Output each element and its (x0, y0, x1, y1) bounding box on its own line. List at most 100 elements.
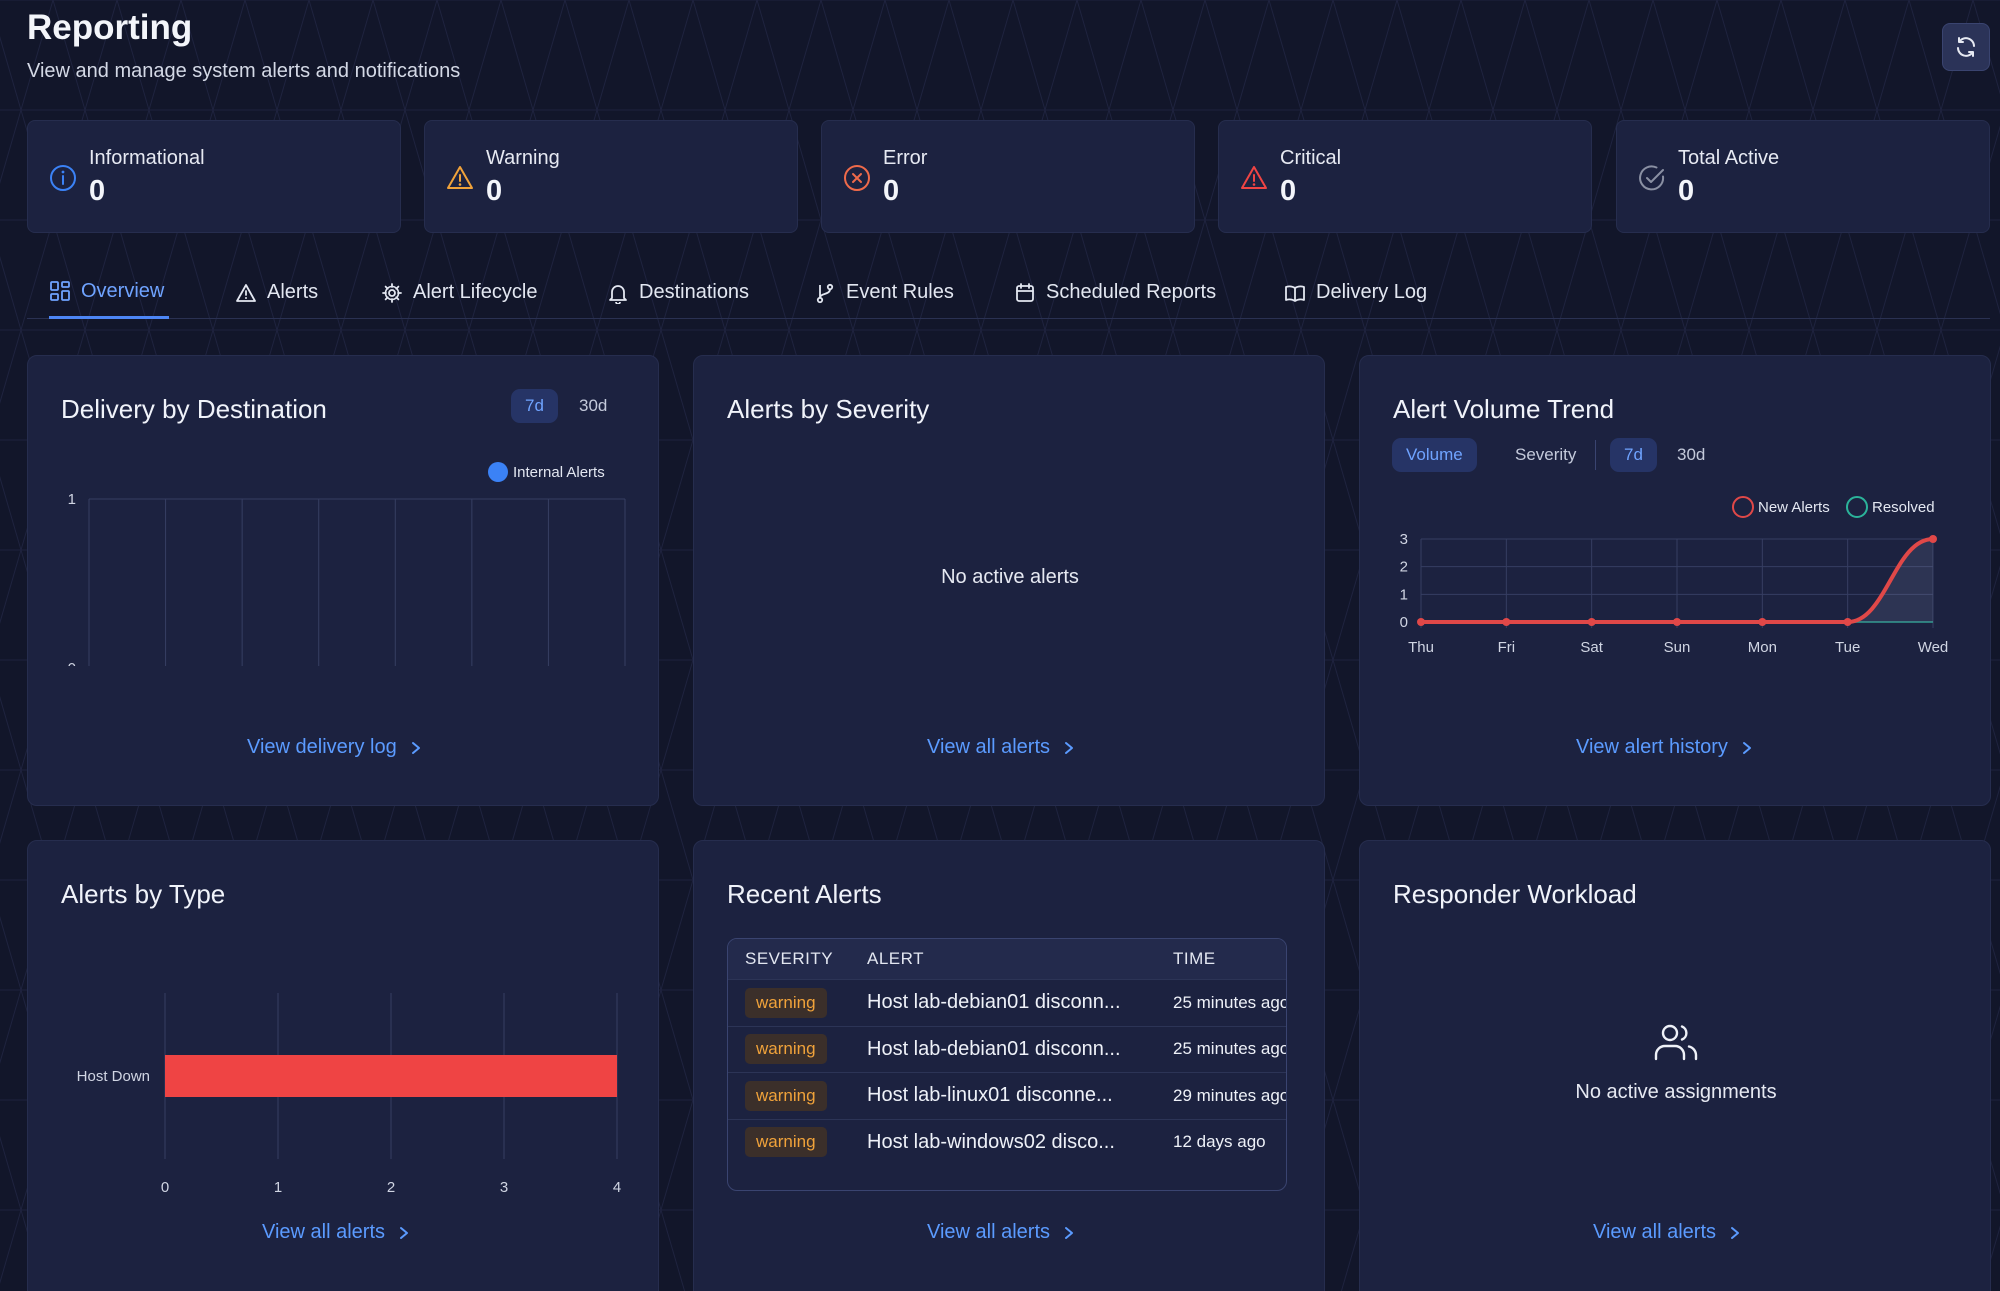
link-label: View delivery log (247, 736, 397, 758)
column-header-time: TIME (1173, 949, 1216, 968)
legend-swatch (1846, 496, 1868, 518)
mode-severity-button[interactable]: Severity (1515, 445, 1577, 464)
x-tick-label: 1 (274, 1179, 282, 1196)
card-title: Alerts by Type (61, 879, 226, 909)
alert-time: 25 minutes ago (1173, 992, 1286, 1012)
severity-badge: warning (745, 1080, 827, 1111)
view-all-alerts-link[interactable]: View all alerts (927, 1221, 1074, 1244)
stat-card-warning[interactable]: Warning 0 (424, 120, 798, 233)
chevron-right-icon (400, 1226, 409, 1239)
data-point (1843, 618, 1852, 626)
table-row[interactable]: warning Host lab-debian01 disconn... 25 … (728, 1025, 1286, 1073)
alert-time: 29 minutes ago (1173, 1085, 1286, 1105)
view-all-alerts-link[interactable]: View all alerts (262, 1221, 409, 1244)
tab-label: Event Rules (846, 281, 954, 303)
card-title: Recent Alerts (727, 879, 882, 909)
mode-volume-button[interactable]: Volume (1392, 438, 1477, 472)
link-label: View all alerts (262, 1221, 386, 1243)
view-delivery-log-link[interactable]: View delivery log (247, 736, 421, 759)
stat-card-informational[interactable]: Informational 0 (27, 120, 401, 233)
x-tick-label: 0 (161, 1179, 169, 1196)
link-label: View all alerts (927, 736, 1051, 758)
card-title: Responder Workload (1393, 879, 1637, 909)
tab-delivery-log[interactable]: Delivery Log (1284, 266, 1427, 319)
bell-icon (609, 284, 627, 304)
delivery-card: Delivery by Destination 7d 30d Internal … (27, 355, 659, 806)
stat-label: Error (883, 147, 928, 169)
divider (1595, 440, 1596, 470)
stat-value: 0 (1678, 175, 1695, 207)
card-title: Alerts by Severity (727, 394, 930, 424)
y-tick-label: 2 (1400, 559, 1408, 576)
workload-card: Responder Workload No active assignments… (1359, 840, 1991, 1291)
stat-label: Total Active (1678, 147, 1780, 169)
range-7d-button[interactable]: 7d (1610, 438, 1657, 472)
chevron-right-icon (1742, 741, 1751, 754)
chevron-right-icon (1065, 1226, 1074, 1239)
view-all-alerts-link[interactable]: View all alerts (927, 736, 1074, 759)
tab-destinations[interactable]: Destinations (607, 266, 749, 319)
dashboard-icon (50, 281, 70, 301)
card-title: Delivery by Destination (61, 394, 327, 424)
y-tick-label: 3 (1400, 531, 1408, 548)
x-tick-label: Wed (1918, 639, 1949, 656)
x-tick-label: Sat (1580, 639, 1603, 656)
tab-alert-lifecycle[interactable]: Alert Lifecycle (381, 266, 538, 319)
tab-label: Scheduled Reports (1046, 281, 1217, 303)
data-point (1758, 618, 1767, 626)
stat-value: 0 (486, 175, 503, 207)
calendar-icon (1016, 282, 1034, 302)
stat-card-critical[interactable]: Critical 0 (1218, 120, 1592, 233)
tab-event-rules[interactable]: Event Rules (814, 266, 954, 319)
stat-value: 0 (89, 175, 106, 207)
link-label: View all alerts (927, 1221, 1051, 1243)
tab-label: Delivery Log (1316, 281, 1428, 303)
x-tick-label: Thu (1408, 639, 1434, 656)
tab-scheduled-reports[interactable]: Scheduled Reports (1014, 266, 1216, 319)
tab-label: Overview (81, 279, 165, 302)
alert-name: Host lab-linux01 disconne... (867, 1084, 1113, 1107)
stat-card-error[interactable]: Error 0 (821, 120, 1195, 233)
tab-bar: Overview Alerts Alert Lifecycle Destinat… (27, 266, 1990, 319)
legend-swatch (488, 462, 508, 482)
table-row[interactable]: warning Host lab-windows02 disco... 12 d… (728, 1118, 1286, 1166)
stat-card-total-active[interactable]: Total Active 0 (1616, 120, 1990, 233)
empty-state-text: No active alerts (941, 566, 1079, 588)
tab-alerts[interactable]: Alerts (235, 266, 318, 319)
stat-value: 0 (883, 175, 900, 207)
view-all-alerts-link[interactable]: View all alerts (1593, 1221, 1740, 1244)
series-area-new-alerts (1421, 539, 1933, 622)
stat-label: Warning (486, 147, 560, 169)
alert-name: Host lab-debian01 disconn... (867, 1037, 1121, 1060)
x-tick-label: 4 (613, 1179, 621, 1196)
column-header-alert: ALERT (867, 949, 924, 968)
range-30d-button[interactable]: 30d (1677, 445, 1706, 464)
branch-icon (816, 283, 834, 303)
tab-label: Destinations (639, 281, 750, 303)
x-tick-label: Mon (1748, 639, 1777, 656)
legend-label: Internal Alerts (513, 464, 605, 481)
x-tick-label: 2 (387, 1179, 395, 1196)
legend-swatch (1732, 496, 1754, 518)
page-title: Reporting (27, 8, 193, 47)
range-30d-button[interactable]: 30d (579, 396, 608, 415)
table-row[interactable]: warning Host lab-linux01 disconne... 29 … (728, 1072, 1286, 1119)
tab-label: Alert Lifecycle (413, 281, 538, 303)
chevron-right-icon (1065, 741, 1074, 754)
x-tick-label: Fri (1498, 639, 1516, 656)
y-tick-label: 1 (68, 491, 76, 508)
tab-overview[interactable]: Overview (49, 266, 170, 319)
range-7d-button[interactable]: 7d (511, 389, 558, 423)
types-card: Alerts by Type 0 1 2 3 4 Host Down View all a… (27, 840, 659, 1291)
recent-alerts-card: Recent Alerts SEVERITY ALERT TIME warnin… (693, 840, 1325, 1291)
info-icon (50, 165, 76, 191)
view-alert-history-link[interactable]: View alert history (1576, 736, 1752, 759)
tab-label: Alerts (267, 281, 319, 303)
data-point (1673, 618, 1681, 626)
delivery-chart: Internal Alerts01ThuFriSatSunMonTueWed (68, 462, 626, 666)
chevron-right-icon (1731, 1226, 1740, 1239)
table-row[interactable]: warning Host lab-debian01 disconn... 25 … (728, 979, 1286, 1026)
alert-triangle-icon (236, 283, 256, 302)
y-tick-label: 0 (68, 660, 76, 666)
refresh-button[interactable] (1942, 23, 1990, 71)
